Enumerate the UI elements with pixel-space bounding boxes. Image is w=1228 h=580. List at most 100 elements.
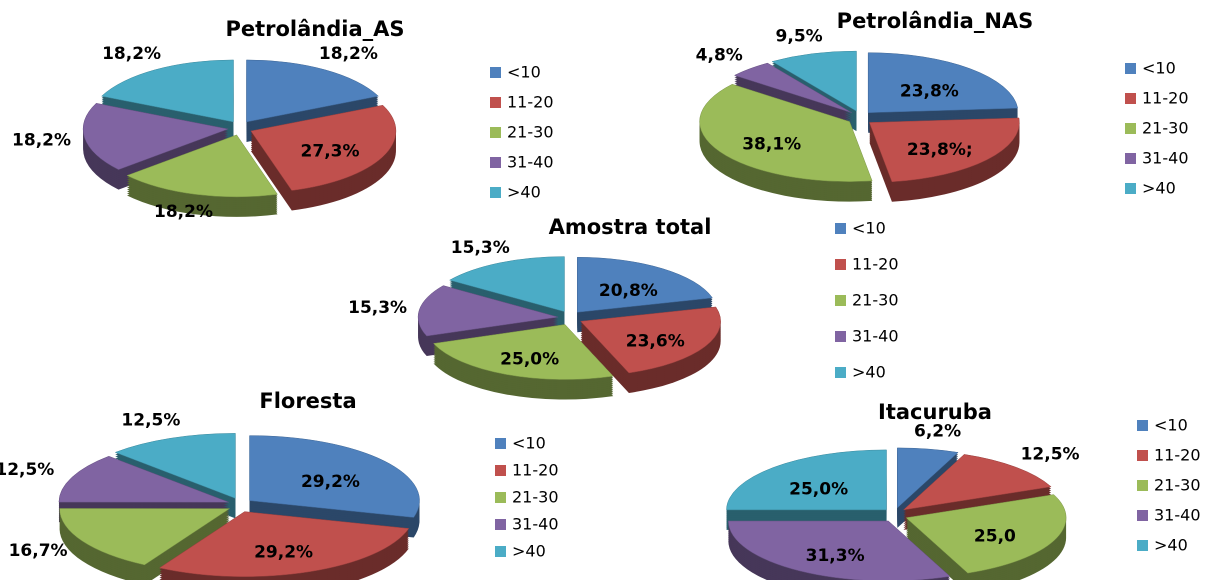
legend-label: 21-30	[1142, 119, 1189, 138]
slice	[82, 102, 230, 170]
data-label: 25,0%	[500, 349, 559, 369]
legend-label: <10	[507, 63, 541, 82]
legend-swatch	[490, 97, 501, 108]
legend-label: 11-20	[1142, 89, 1189, 108]
data-label: 12,5%	[1021, 445, 1080, 465]
pie-chart: Amostra total 20,8% 23,6% 25,0% 15,3% 15,3% <1…	[348, 215, 899, 400]
legend-swatch	[495, 492, 506, 503]
data-label: 18,2%	[319, 44, 378, 64]
slice	[250, 104, 397, 191]
data-label: 12,5%	[0, 460, 54, 480]
slice	[158, 511, 410, 577]
slice	[126, 134, 278, 198]
data-label: 4,8%	[696, 46, 743, 66]
data-label: 25,0	[974, 526, 1016, 546]
legend-swatch	[1125, 93, 1136, 104]
data-label: 29,2%	[301, 472, 360, 492]
slice	[59, 508, 231, 566]
legend-swatch	[835, 259, 846, 270]
legend-label: 21-30	[512, 488, 559, 507]
slice	[433, 324, 614, 380]
pie-chart: Floresta 29,2% 29,2% 16,7% 12,5% 12,5% <10 11-2…	[0, 389, 559, 580]
legend-label: 21-30	[1154, 476, 1201, 495]
legend-swatch	[495, 438, 506, 449]
slice	[246, 59, 379, 123]
data-label: 9,5%	[776, 27, 823, 47]
legend-swatch	[1137, 540, 1148, 551]
legend-label: 31-40	[1154, 506, 1201, 525]
legend-swatch	[495, 519, 506, 530]
data-label: 27,3%	[301, 141, 360, 161]
legend-swatch	[1137, 510, 1148, 521]
legend-label: >40	[507, 183, 541, 202]
data-label: 12,5%	[121, 410, 180, 430]
legend-swatch	[1137, 420, 1148, 431]
slice	[699, 83, 873, 182]
slice	[733, 62, 852, 113]
data-label: 23,6%	[626, 331, 685, 351]
legend-swatch	[1125, 63, 1136, 74]
legend-swatch	[490, 187, 501, 198]
data-label: 15,3%	[348, 298, 407, 318]
legend-swatch	[490, 157, 501, 168]
legend-label: >40	[1142, 179, 1176, 198]
legend-label: 31-40	[1142, 149, 1189, 168]
slice	[417, 285, 559, 337]
legend-label: 11-20	[507, 93, 554, 112]
legend-swatch	[495, 546, 506, 557]
chart-title: Floresta	[259, 389, 356, 413]
legend-swatch	[835, 331, 846, 342]
legend-swatch	[1125, 123, 1136, 134]
legend-swatch	[490, 67, 501, 78]
slice	[449, 256, 565, 312]
slice	[249, 435, 420, 518]
legend-label: >40	[852, 363, 886, 382]
legend-label: 11-20	[1154, 446, 1201, 465]
data-label: 38,1%	[742, 135, 801, 155]
slice	[728, 520, 951, 580]
slice	[726, 449, 887, 511]
slice	[580, 306, 721, 374]
legend-swatch	[1137, 450, 1148, 461]
data-label: 20,8%	[599, 281, 658, 301]
slice	[869, 117, 1020, 183]
slice	[771, 50, 857, 112]
legend-label: 21-30	[507, 123, 554, 142]
data-label: 16,7%	[9, 541, 68, 561]
pie-chart: Petrolândia_AS 18,2% 27,3% 18,2% 18,2% 18,2% <…	[12, 17, 553, 222]
legend-swatch	[490, 127, 501, 138]
legend-label: 11-20	[512, 461, 559, 480]
data-label: 18,2%	[12, 130, 71, 150]
legend-label: <10	[1154, 416, 1188, 435]
legend-label: <10	[512, 434, 546, 453]
slice	[577, 257, 713, 313]
legend-swatch	[1137, 480, 1148, 491]
legend-label: >40	[512, 542, 546, 561]
data-label: 25,0%	[789, 479, 848, 499]
chart-title: Petrolândia_NAS	[837, 9, 1034, 33]
legend-swatch	[835, 367, 846, 378]
legend-label: 31-40	[507, 153, 554, 172]
legend-label: 31-40	[852, 327, 899, 346]
data-label: 23,8%;	[907, 140, 973, 160]
legend-swatch	[1125, 183, 1136, 194]
legend-label: >40	[1154, 536, 1188, 555]
slice	[902, 454, 1052, 511]
chart-title: Itacuruba	[878, 400, 992, 424]
chart-title: Petrolândia_AS	[225, 17, 404, 41]
legend-swatch	[1125, 153, 1136, 164]
data-label: 15,3%	[451, 238, 510, 258]
chart-title: Amostra total	[549, 215, 712, 239]
legend-label: 11-20	[852, 255, 899, 274]
legend-swatch	[495, 465, 506, 476]
data-label: 31,3%	[806, 546, 865, 566]
slice	[58, 455, 230, 503]
legend-swatch	[835, 223, 846, 234]
slice	[905, 494, 1067, 574]
slice	[101, 59, 234, 123]
data-label: 6,2%	[914, 421, 961, 441]
data-label: 29,2%	[254, 543, 313, 563]
legend-label: <10	[1142, 59, 1176, 78]
